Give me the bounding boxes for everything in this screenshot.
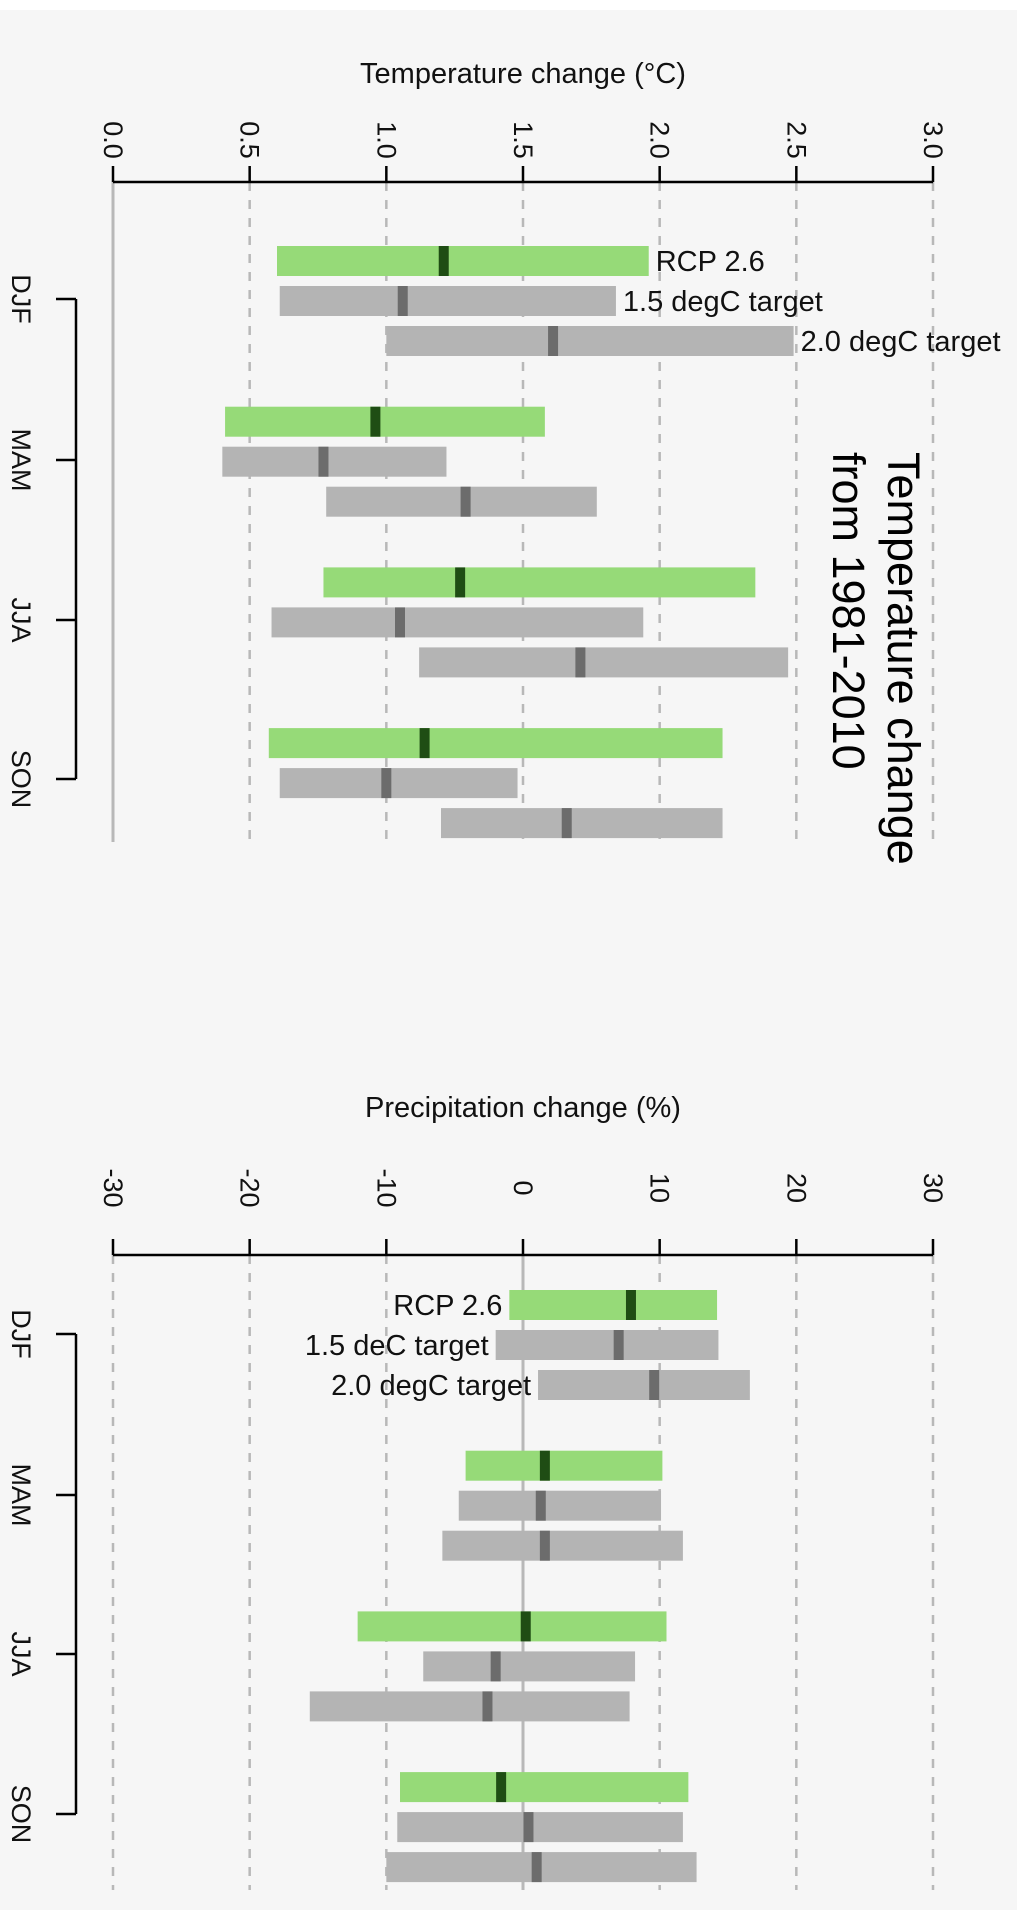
series-label: RCP 2.6 (393, 1290, 502, 1322)
category-label: MAM (6, 429, 36, 492)
median-marker (548, 326, 559, 356)
range-bar (277, 246, 649, 276)
temperature-annotation-sub: from 1981-2010 (823, 452, 874, 770)
median-marker (460, 486, 471, 517)
category-label: MAM (6, 1464, 36, 1527)
series-label: 2.0 degC target (331, 1370, 531, 1402)
range-bar (271, 607, 644, 638)
range-bar (357, 1611, 667, 1642)
precipitation-panel: RCP 2.6 1.5 deC target 2.0 degC target -30 -… (6, 1092, 948, 1890)
range-bar (495, 1330, 719, 1360)
axis-title: Temperature change (°C) (360, 58, 686, 90)
median-marker (370, 406, 381, 437)
median-marker (455, 567, 466, 598)
median-marker (561, 808, 572, 839)
range-bar (458, 1490, 662, 1521)
tick-label: 2.5 (781, 121, 811, 159)
median-marker (575, 647, 586, 678)
median-marker (490, 1651, 501, 1682)
median-marker (397, 286, 408, 316)
range-bar (323, 567, 756, 598)
range-bar (279, 286, 616, 316)
category-label: JJA (6, 1631, 36, 1676)
range-bar (397, 1812, 683, 1843)
tick-label: 2.0 (645, 121, 675, 159)
range-bar (225, 406, 545, 437)
tick-label: 0 (508, 1180, 538, 1195)
tick-label: 10 (645, 1173, 675, 1203)
median-marker (438, 246, 449, 276)
tick-label: 1.5 (508, 121, 538, 159)
range-bar (309, 1691, 630, 1722)
median-marker (625, 1290, 636, 1320)
median-marker (523, 1812, 534, 1843)
range-bar (538, 1370, 750, 1400)
tick-label: 3.0 (918, 121, 948, 159)
series-label: RCP 2.6 (656, 246, 765, 278)
temperature-panel: RCP 2.6 1.5 degC target 2.0 degC target 0.0… (6, 58, 1001, 865)
median-marker (649, 1370, 660, 1400)
range-bar (386, 326, 794, 356)
range-bar (423, 1651, 636, 1682)
range-bar (400, 1772, 689, 1803)
range-bar (279, 768, 518, 799)
category-label: DJF (6, 1309, 36, 1359)
series-label: 1.5 deC target (305, 1330, 489, 1362)
series-label: 1.5 degC target (623, 286, 823, 318)
category-label: SON (6, 1785, 36, 1844)
median-marker (520, 1611, 531, 1642)
range-bar (419, 647, 789, 678)
tick-label: -10 (371, 1168, 401, 1207)
median-marker (613, 1330, 624, 1360)
median-marker (482, 1691, 493, 1722)
range-bar (465, 1450, 663, 1481)
median-marker (531, 1852, 542, 1883)
axis-title: Precipitation change (%) (365, 1092, 681, 1124)
category-label: JJA (6, 597, 36, 642)
tick-label: 30 (918, 1173, 948, 1203)
tick-label: 0.0 (98, 121, 128, 159)
category-label: SON (6, 750, 36, 809)
median-marker (381, 768, 392, 799)
median-marker (496, 1772, 507, 1803)
median-marker (395, 607, 405, 638)
tick-label: 0.5 (235, 121, 265, 159)
tick-label: -30 (98, 1168, 128, 1207)
range-bar (222, 446, 447, 477)
median-marker (419, 728, 430, 759)
series-label: 2.0 degC target (801, 326, 1001, 358)
range-bar (441, 808, 723, 839)
median-marker (539, 1450, 550, 1481)
tick-label: -20 (235, 1168, 265, 1207)
median-marker (318, 446, 329, 477)
temperature-annotation: Temperature change (878, 452, 929, 865)
range-bar (268, 728, 723, 759)
median-marker (539, 1530, 550, 1561)
tick-label: 20 (781, 1173, 811, 1203)
category-label: DJF (6, 274, 36, 324)
median-marker (535, 1490, 546, 1521)
range-bar (442, 1530, 683, 1561)
range-bar (509, 1290, 718, 1320)
tick-label: 1.0 (371, 121, 401, 159)
